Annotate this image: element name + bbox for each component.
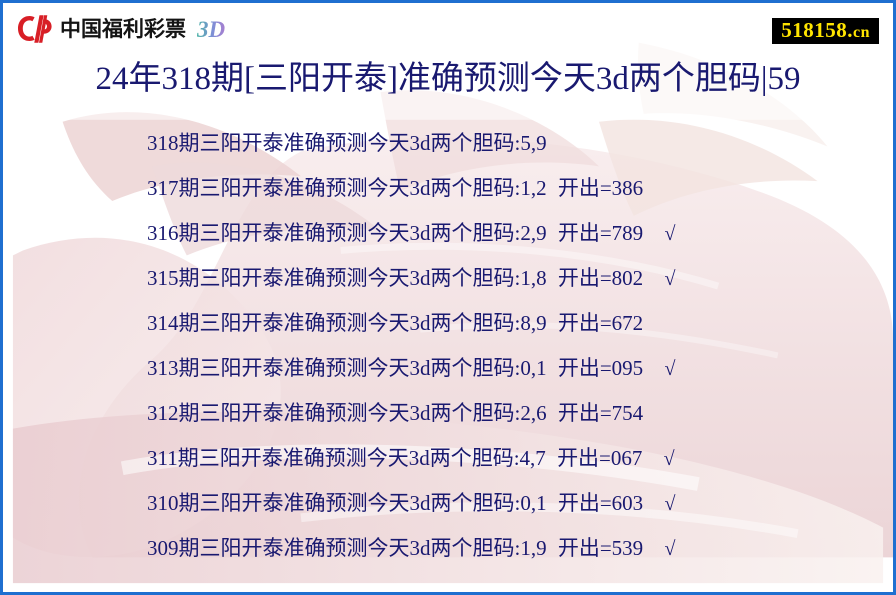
site-badge-number: 518158. [781, 18, 853, 42]
draw-result: 开出=386 [557, 176, 644, 200]
prediction-text: 318期三阳开泰准确预测今天3d两个胆码:5,9 [147, 131, 547, 155]
draw-result: 开出=539 [557, 536, 644, 560]
list-item: 311期三阳开泰准确预测今天3d两个胆码:4,7 开出=067 √ [3, 436, 893, 481]
hit-check-icon: √ [664, 493, 676, 515]
hit-check-icon: √ [664, 223, 676, 245]
prediction-text: 317期三阳开泰准确预测今天3d两个胆码:1,2 [147, 176, 547, 200]
hit-check-icon: √ [664, 268, 676, 290]
prediction-text: 315期三阳开泰准确预测今天3d两个胆码:1,8 [147, 266, 547, 290]
draw-result: 开出=672 [557, 311, 644, 335]
brand-name-label: 中国福利彩票 [60, 16, 186, 41]
draw-result: 开出=603 [557, 491, 644, 515]
prediction-list: 318期三阳开泰准确预测今天3d两个胆码:5,9 317期三阳开泰准确预测今天3… [3, 121, 893, 571]
hit-check-icon: √ [664, 538, 676, 560]
brand-3d-label: 3D [197, 16, 226, 42]
list-item: 312期三阳开泰准确预测今天3d两个胆码:2,6 开出=754 [3, 391, 893, 436]
draw-result: 开出=789 [557, 221, 644, 245]
list-item: 318期三阳开泰准确预测今天3d两个胆码:5,9 [3, 121, 893, 166]
china-welfare-lottery-emblem-icon [17, 14, 53, 44]
list-item: 313期三阳开泰准确预测今天3d两个胆码:0,1 开出=095 √ [3, 346, 893, 391]
list-item: 315期三阳开泰准确预测今天3d两个胆码:1,8 开出=802 √ [3, 256, 893, 301]
prediction-text: 312期三阳开泰准确预测今天3d两个胆码:2,6 [147, 401, 547, 425]
page-title: 24年318期[三阳开泰]准确预测今天3d两个胆码|59 [95, 61, 801, 97]
draw-result: 开出=754 [557, 401, 644, 425]
prediction-text: 316期三阳开泰准确预测今天3d两个胆码:2,9 [147, 221, 547, 245]
draw-result: 开出=095 [557, 356, 644, 380]
draw-result: 开出=067 [557, 446, 643, 470]
list-item: 316期三阳开泰准确预测今天3d两个胆码:2,9 开出=789 √ [3, 211, 893, 256]
prediction-text: 314期三阳开泰准确预测今天3d两个胆码:8,9 [147, 311, 547, 335]
hit-check-icon: √ [664, 358, 676, 380]
prediction-text: 310期三阳开泰准确预测今天3d两个胆码:0,1 [147, 491, 547, 515]
list-item: 314期三阳开泰准确预测今天3d两个胆码:8,9 开出=672 [3, 301, 893, 346]
page-header: 中国福利彩票 3D 518158.cn [3, 3, 893, 53]
hit-check-icon: √ [663, 448, 675, 470]
prediction-text: 309期三阳开泰准确预测今天3d两个胆码:1,9 [147, 536, 547, 560]
list-item: 317期三阳开泰准确预测今天3d两个胆码:1,2 开出=386 [3, 166, 893, 211]
prediction-text: 311期三阳开泰准确预测今天3d两个胆码:4,7 [147, 446, 546, 470]
site-badge-tld: cn [853, 24, 870, 41]
site-watermark-badge: 518158.cn [772, 18, 879, 44]
list-item: 309期三阳开泰准确预测今天3d两个胆码:1,9 开出=539 √ [3, 526, 893, 571]
draw-result: 开出=802 [557, 266, 644, 290]
prediction-text: 313期三阳开泰准确预测今天3d两个胆码:0,1 [147, 356, 547, 380]
list-item: 310期三阳开泰准确预测今天3d两个胆码:0,1 开出=603 √ [3, 481, 893, 526]
brand-logo: 中国福利彩票 3D [17, 12, 225, 46]
